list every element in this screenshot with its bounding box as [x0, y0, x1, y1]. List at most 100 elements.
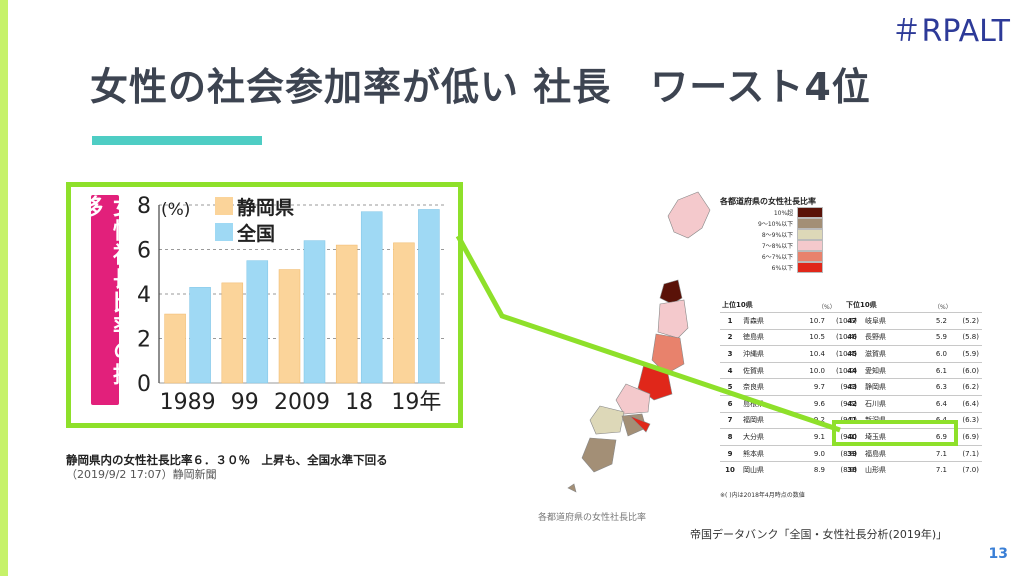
bar [360, 211, 383, 384]
legend-label: 6%以下 [771, 265, 794, 272]
value-cell: 7.1 [920, 461, 950, 478]
value-cell: 8.9 [798, 461, 828, 478]
prefecture-cell: 岡山県 [740, 461, 798, 478]
value-cell: 10.5 [798, 328, 828, 346]
rank-cell: 10 [720, 461, 740, 478]
rank-cell: 42 [842, 394, 862, 413]
legend-label: 全国 [236, 222, 275, 245]
rank-cell: 7 [720, 411, 740, 429]
bar-chart-frame: 女性社長比率の推移 0 2 4 6 8 (%) 1989 99 2009 18 19年 静岡県 全国 [66, 182, 463, 428]
chart-vertical-label: 女性社長比率の推移 [77, 195, 134, 405]
prefecture-cell: 徳島県 [740, 328, 798, 346]
prefecture-cell: 滋賀県 [862, 345, 920, 363]
table-row: 3 沖縄県 10.4 (10.4) [720, 345, 860, 363]
rank-cell: 9 [720, 444, 740, 462]
prefecture-cell: 岐阜県 [862, 312, 920, 330]
prefecture-cell: 愛知県 [862, 361, 920, 379]
rank-cell: 1 [720, 312, 740, 330]
legend-swatch [215, 223, 233, 241]
rank-cell: 6 [720, 394, 740, 413]
y-tick-label: 6 [137, 239, 151, 264]
table-row: 45 滋賀県 6.0 (5.9) [842, 345, 982, 363]
previous-value-cell: (6.2) [950, 378, 982, 396]
table-row: 43 静岡県 6.3 (6.2) [842, 378, 982, 396]
bar [335, 244, 358, 384]
previous-value-cell: (6.4) [950, 394, 982, 413]
title-underline [92, 136, 262, 145]
table-row: 38 山形県 7.1 (7.0) [842, 461, 982, 478]
bar [393, 242, 415, 384]
prefecture-cell: 奈良県 [740, 378, 798, 396]
table-row: 6 島根県 9.6 (9.5) [720, 394, 860, 413]
rank-cell: 38 [842, 461, 862, 478]
bar [278, 269, 301, 384]
legend-label: 9〜10%以下 [758, 221, 794, 228]
value-cell: 5.2 [920, 312, 950, 330]
legend-label: 6〜7%以下 [761, 254, 794, 261]
value-cell: 6.3 [920, 378, 950, 396]
legend-label: 7〜8%以下 [761, 243, 794, 250]
prefecture-cell: 佐賀県 [740, 361, 798, 379]
legend-swatch [797, 251, 824, 262]
previous-value-cell: (7.1) [950, 444, 982, 462]
legend-swatch [797, 240, 824, 251]
prefecture-cell: 福岡県 [740, 411, 798, 429]
table-row: 39 福島県 7.1 (7.1) [842, 444, 982, 462]
x-tick-label: 18 [345, 390, 373, 415]
prefecture-cell: 大分県 [740, 428, 798, 446]
y-tick-label: 2 [137, 328, 151, 353]
shizuoka-highlight-box [832, 420, 958, 446]
table-row: 4 佐賀県 10.0 (10.0) [720, 361, 860, 379]
previous-value-cell: (5.8) [950, 328, 982, 346]
previous-value-cell: (7.0) [950, 461, 982, 478]
previous-value-cell: (5.9) [950, 345, 982, 363]
news-source: （2019/9/2 17:07）静岡新聞 [66, 468, 217, 481]
news-headline: 静岡県内の女性社長比率６．３０％ 上昇も、全国水準下回る [66, 453, 388, 467]
data-source: 帝国データバンク「全国・女性社長分析(2019年)」 [690, 528, 948, 541]
value-cell: 10.4 [798, 345, 828, 363]
legend-row: 8〜9%以下 [758, 229, 824, 240]
table-row: 47 岐阜県 5.2 (5.2) [842, 312, 982, 330]
prefecture-cell: 沖縄県 [740, 345, 798, 363]
japan-map [567, 191, 711, 493]
bar [189, 287, 211, 384]
legend-swatch [797, 229, 824, 240]
bar [303, 240, 326, 384]
previous-value-cell: (5.2) [950, 312, 982, 330]
bottom-ranking-table: 47 岐阜県 5.2 (5.2) 46 長野県 5.9 (5.8) 45 滋賀県 6.0 (5.9) 4… [842, 312, 982, 478]
top-table-header: 上位10県 [722, 301, 753, 309]
legend-row: 6%以下 [758, 262, 824, 273]
rank-cell: 40 [842, 428, 862, 446]
rank-cell: 3 [720, 345, 740, 363]
chart-vertical-label-text: 女性社長比率の推移 [77, 195, 134, 387]
prefecture-cell: 静岡県 [862, 378, 920, 396]
bar [246, 260, 269, 384]
left-accent-bar [0, 0, 8, 576]
y-tick-label: 0 [137, 372, 151, 397]
slide-title: 女性の社会参加率が低い 社長 ワースト4位 [90, 65, 871, 109]
value-cell: 7.1 [920, 444, 950, 462]
value-cell: 9.2 [798, 411, 828, 429]
bar [221, 282, 244, 384]
previous-value-cell: (6.9) [950, 428, 982, 446]
x-tick-label: 1989 [160, 390, 216, 415]
y-tick-label: 4 [137, 283, 151, 308]
table-row: 9 熊本県 9.0 (8.8) [720, 444, 860, 462]
page-number: 13 [988, 546, 1008, 562]
legend-row: 10%超 [758, 207, 824, 218]
previous-value-cell: (6.3) [950, 411, 982, 429]
top-table-unit: （%） [818, 304, 836, 311]
map-legend-title: 各都道府県の女性社長比率 [720, 197, 816, 206]
legend-row: 9〜10%以下 [758, 218, 824, 229]
prefecture-cell: 島根県 [740, 394, 798, 413]
legend-row: 7〜8%以下 [758, 240, 824, 251]
prefecture-cell: 青森県 [740, 312, 798, 330]
bottom-table-header: 下位10県 [846, 301, 877, 309]
table-row: 46 長野県 5.9 (5.8) [842, 328, 982, 346]
rank-cell: 46 [842, 328, 862, 346]
legend-label: 10%超 [773, 210, 794, 217]
map-caption: 各都道府県の女性社長比率 [538, 513, 647, 523]
table-row: 42 石川県 6.4 (6.4) [842, 394, 982, 413]
rank-cell: 43 [842, 378, 862, 396]
